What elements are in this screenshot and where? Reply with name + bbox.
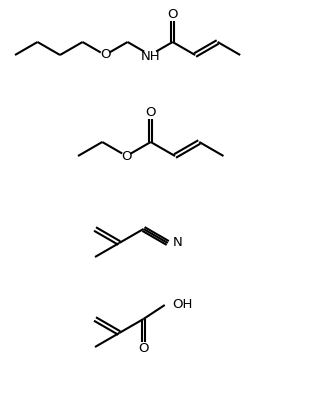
Text: O: O xyxy=(138,341,149,354)
Text: N: N xyxy=(173,237,182,249)
Text: O: O xyxy=(121,149,132,162)
Text: NH: NH xyxy=(140,51,160,64)
Text: O: O xyxy=(146,107,156,119)
Text: OH: OH xyxy=(173,298,193,311)
Text: O: O xyxy=(167,9,178,21)
Text: O: O xyxy=(100,49,110,62)
